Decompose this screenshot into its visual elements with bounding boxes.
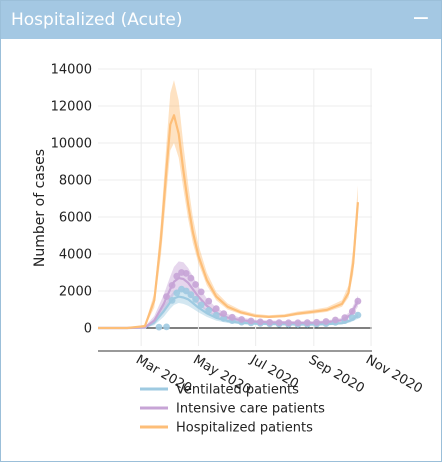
y-axis-title: Number of cases bbox=[32, 149, 48, 267]
data-point bbox=[192, 281, 200, 288]
data-point bbox=[294, 319, 302, 327]
data-point bbox=[163, 293, 170, 300]
data-point bbox=[205, 307, 213, 314]
data-point bbox=[205, 297, 213, 305]
data-point bbox=[182, 287, 190, 295]
data-point bbox=[212, 305, 220, 312]
data-point bbox=[285, 319, 292, 327]
data-point bbox=[256, 318, 264, 326]
panel-header: Hospitalized (Acute) − bbox=[1, 1, 441, 39]
data-point bbox=[354, 311, 362, 319]
data-point bbox=[341, 314, 349, 321]
data-point bbox=[313, 318, 320, 326]
data-point bbox=[266, 319, 274, 326]
x-tick-label: Sep 2020 bbox=[306, 352, 367, 396]
y-tick-label: 14000 bbox=[51, 63, 92, 78]
y-tick-label: 4000 bbox=[59, 248, 92, 263]
data-point bbox=[247, 317, 255, 325]
data-point bbox=[303, 319, 311, 326]
data-point bbox=[173, 272, 181, 280]
data-point bbox=[332, 316, 339, 324]
y-tick-label: 6000 bbox=[59, 211, 92, 226]
data-point bbox=[192, 295, 200, 303]
series-line bbox=[98, 114, 359, 330]
data-point bbox=[348, 314, 356, 321]
data-point bbox=[220, 315, 228, 322]
y-tick-label: 0 bbox=[84, 322, 92, 337]
legend-label: Ventilated patients bbox=[176, 383, 299, 398]
y-tick-label: 2000 bbox=[59, 285, 92, 300]
x-tick-label: Nov 2020 bbox=[363, 352, 425, 396]
panel-title: Hospitalized (Acute) bbox=[11, 10, 183, 30]
chart-grid bbox=[98, 68, 372, 346]
observed-points bbox=[155, 269, 362, 331]
data-point bbox=[212, 311, 220, 319]
legend: Ventilated patients Intensive care patien… bbox=[140, 383, 325, 436]
data-point bbox=[187, 291, 195, 299]
data-point bbox=[163, 323, 170, 331]
data-point bbox=[348, 308, 356, 315]
legend-label: Intensive care patients bbox=[176, 402, 325, 417]
y-tick-label: 12000 bbox=[51, 100, 92, 115]
collapse-button[interactable]: − bbox=[411, 6, 431, 31]
data-point bbox=[322, 318, 330, 325]
data-point bbox=[275, 319, 283, 326]
data-point bbox=[228, 313, 236, 321]
data-point bbox=[182, 270, 190, 277]
data-point bbox=[238, 316, 246, 323]
series-lines bbox=[98, 114, 359, 330]
y-tick-label: 10000 bbox=[51, 137, 92, 152]
data-point bbox=[173, 289, 181, 297]
data-point bbox=[354, 297, 362, 305]
data-point bbox=[168, 296, 176, 304]
data-point bbox=[187, 274, 195, 282]
data-point bbox=[197, 301, 205, 309]
data-point bbox=[220, 310, 228, 317]
legend-label: Hospitalized patients bbox=[176, 421, 313, 436]
y-tick-label: 8000 bbox=[59, 174, 92, 189]
data-point bbox=[197, 288, 205, 296]
data-point bbox=[168, 282, 176, 289]
data-point bbox=[155, 323, 163, 331]
